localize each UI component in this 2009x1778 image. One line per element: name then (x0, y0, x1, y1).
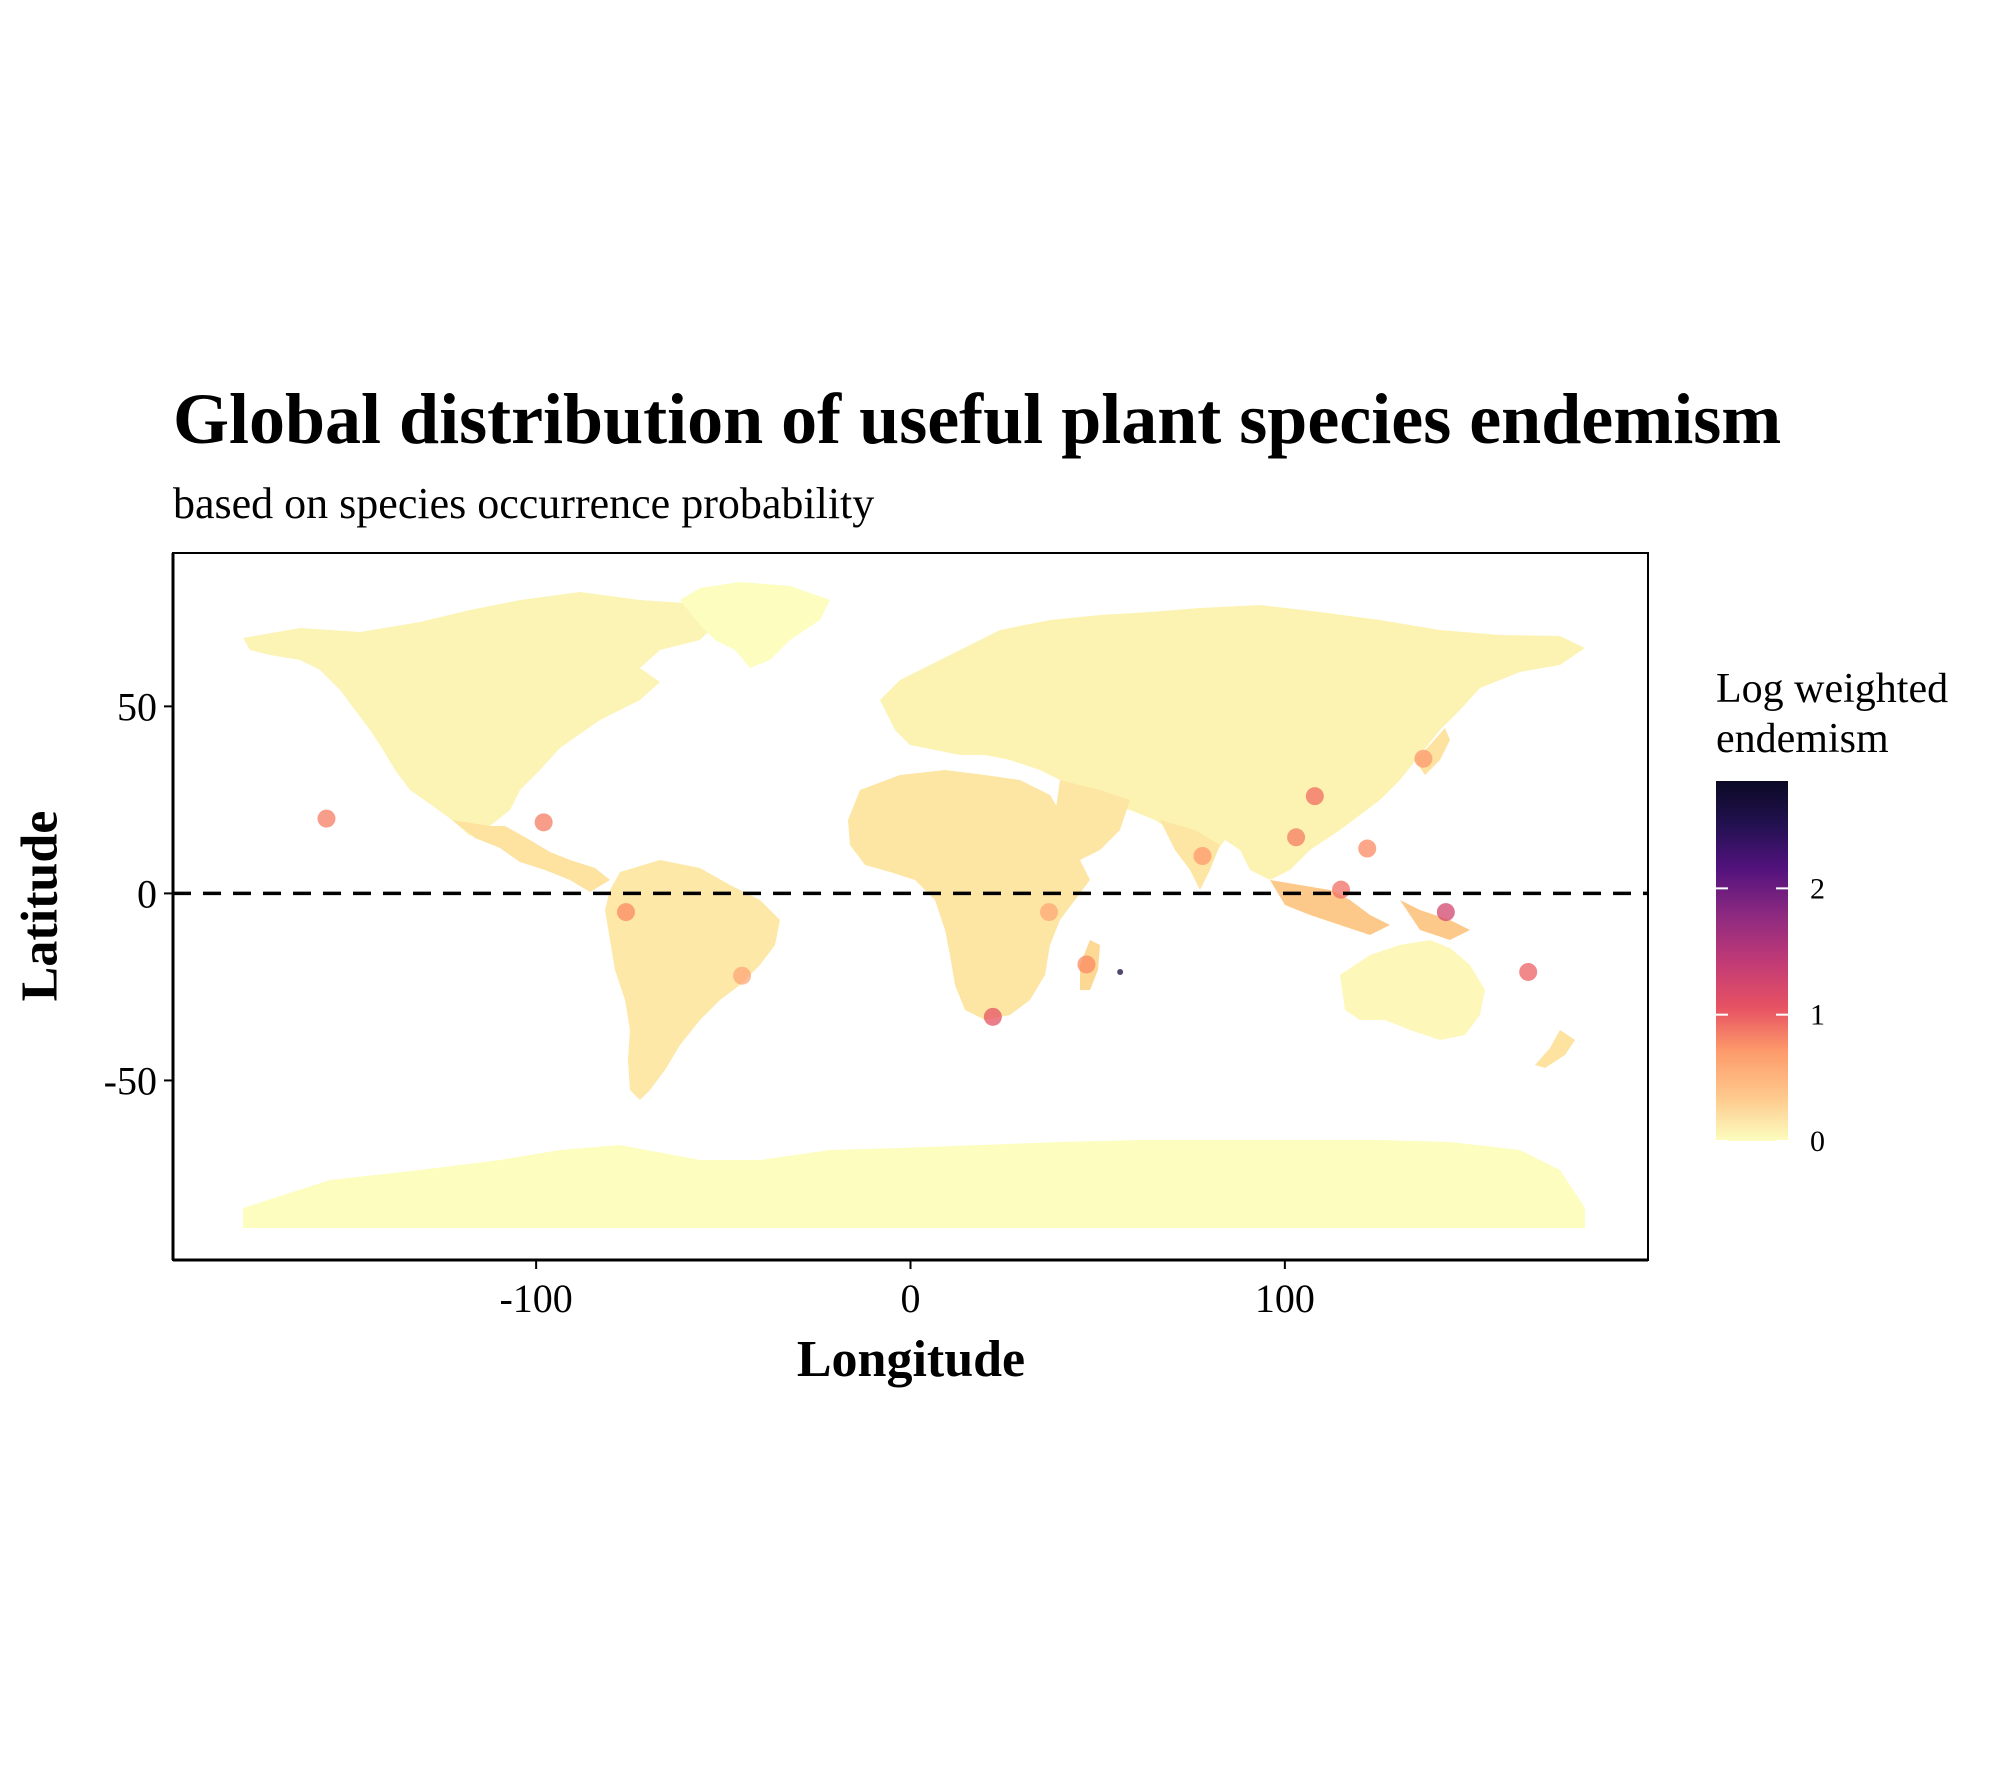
x-tick-label: 100 (1255, 1276, 1315, 1321)
hotspot-marker (1436, 903, 1455, 922)
legend-tick-label: 1 (1810, 999, 1825, 1032)
land-central-america (452, 820, 610, 892)
y-axis-label: Latitude (11, 810, 69, 1002)
chart-subtitle: based on species occurrence probability (173, 479, 875, 528)
x-tick-label: -100 (499, 1276, 572, 1321)
hotspot-marker (1305, 787, 1324, 806)
legend-title-line1: Log weighted (1716, 666, 1949, 712)
hotspot-marker (616, 903, 635, 922)
legend-title-line2: endemism (1716, 716, 1889, 762)
land-layer (243, 582, 1585, 1228)
land-new-zealand (1535, 1030, 1575, 1068)
legend-tick-label: 0 (1810, 1125, 1825, 1158)
x-axis-ticks: -100 0 100 (499, 1260, 1315, 1321)
legend-title: Log weighted endemism (1716, 664, 1948, 764)
hotspot-marker (1193, 847, 1212, 865)
hotspot-marker (1414, 749, 1433, 768)
hotspot-marker (733, 966, 752, 985)
x-axis-label: Longitude (796, 1331, 1026, 1388)
legend-colorbar (1716, 781, 1788, 1141)
chart-title: Global distribution of useful plant spec… (173, 379, 1782, 459)
land-arabia-india (1055, 780, 1220, 890)
land-australia (1340, 940, 1485, 1040)
hotspot-marker (1077, 955, 1096, 974)
hotspot-marker (1117, 968, 1124, 975)
land-eurasia (880, 605, 1585, 880)
y-tick-label: 50 (117, 684, 157, 729)
land-antarctica (243, 1140, 1585, 1228)
hotspot-marker (1519, 962, 1538, 981)
hotspot-marker (1287, 828, 1306, 847)
legend-tick-label: 2 (1810, 872, 1825, 905)
y-tick-label: -50 (104, 1058, 157, 1103)
hotspot-marker (983, 1007, 1002, 1026)
y-axis-ticks: -50 0 50 (104, 684, 173, 1103)
hotspot-layer (317, 749, 1538, 1026)
legend-ticks: 0 1 2 (1716, 872, 1825, 1158)
land-north-america (243, 592, 720, 836)
hotspot-marker (1358, 839, 1377, 858)
hotspot-marker (1332, 880, 1351, 899)
hotspot-marker (534, 813, 553, 832)
land-greenland (680, 582, 830, 668)
hotspot-marker (317, 809, 336, 828)
y-tick-label: 0 (137, 871, 157, 916)
land-south-america (605, 860, 780, 1100)
x-tick-label: 0 (901, 1276, 921, 1321)
hotspot-marker (1040, 903, 1059, 922)
